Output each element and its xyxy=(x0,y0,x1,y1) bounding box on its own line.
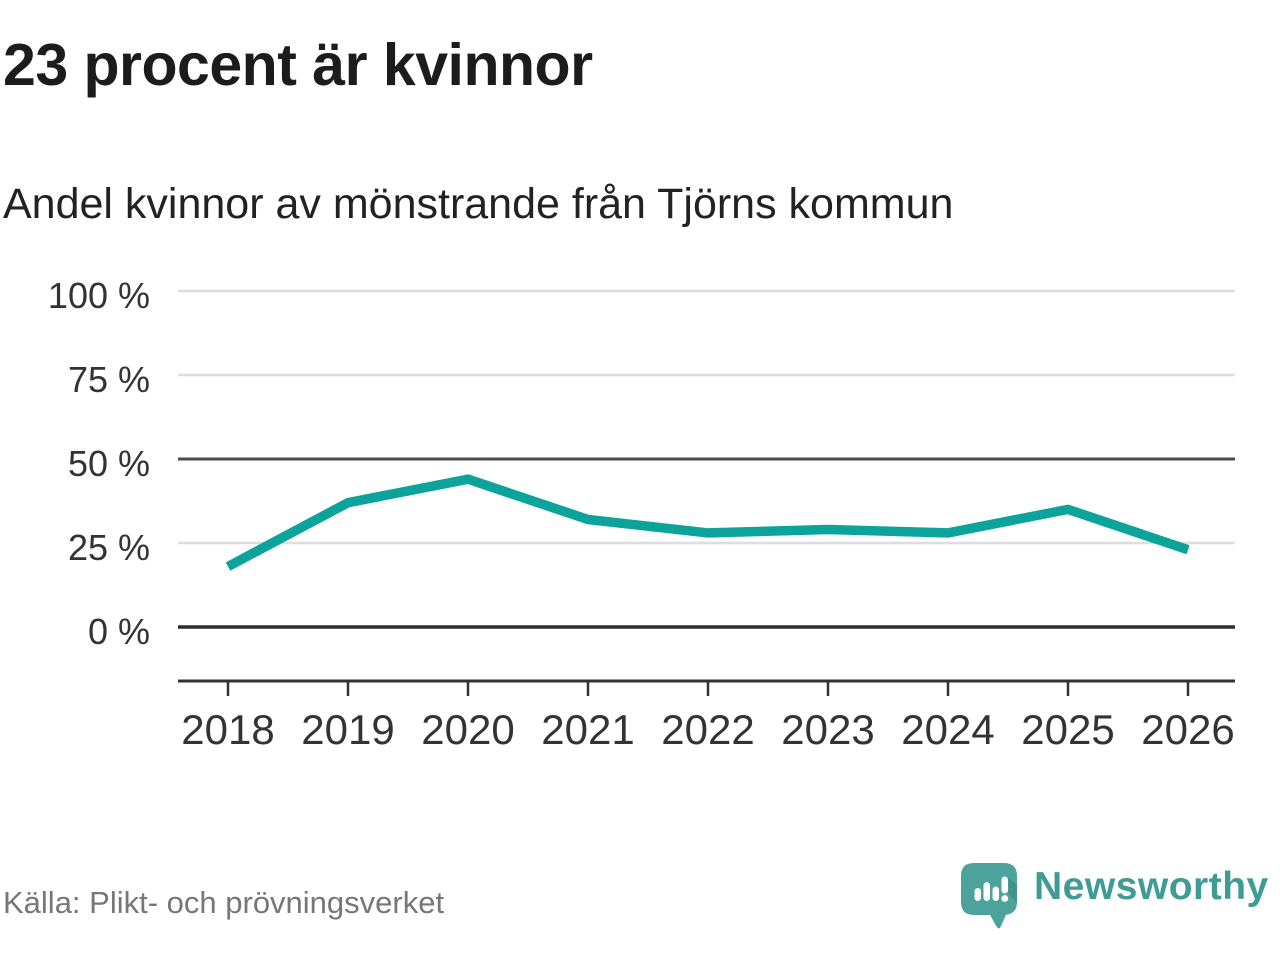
logo-bar-3 xyxy=(992,886,999,901)
x-axis-label-2021: 2021 xyxy=(541,706,634,753)
logo-exclamation-bar xyxy=(1001,876,1008,894)
trend-line xyxy=(225,474,1190,571)
x-axis-label-2025: 2025 xyxy=(1021,706,1114,753)
x-axis-label-2026: 2026 xyxy=(1141,706,1234,753)
y-axis-label-75: 75 % xyxy=(68,359,150,400)
logo-shadow xyxy=(1008,877,1017,903)
logo-bar-2 xyxy=(983,882,990,901)
newsworthy-logo-icon xyxy=(961,863,1017,929)
logo-exclamation-dot xyxy=(1001,895,1009,902)
brand-wordmark: Newsworthy xyxy=(1034,865,1269,908)
x-axis-label-2019: 2019 xyxy=(301,706,394,753)
y-axis-label-25: 25 % xyxy=(68,527,150,568)
chart-subtitle: Andel kvinnor av mönstrande från Tjörns … xyxy=(3,180,954,228)
y-axis-label-100: 100 % xyxy=(48,275,150,316)
logo-bar-1 xyxy=(974,888,981,901)
x-axis-label-2018: 2018 xyxy=(181,706,274,753)
source-note: Källa: Plikt- och prövningsverket xyxy=(3,885,445,920)
x-axis-label-2024: 2024 xyxy=(901,706,994,753)
x-axis-label-2022: 2022 xyxy=(661,706,754,753)
y-axis-label-0: 0 % xyxy=(88,611,150,652)
y-axis-label-50: 50 % xyxy=(68,443,150,484)
x-axis-label-2023: 2023 xyxy=(781,706,874,753)
chart-title: 23 procent är kvinnor xyxy=(3,32,593,98)
line-chart: 100 % 75 % 50 % 25 % 0 % 2018 2019 2020 2021 2022… xyxy=(48,275,1235,753)
x-axis-label-2020: 2020 xyxy=(421,706,514,753)
